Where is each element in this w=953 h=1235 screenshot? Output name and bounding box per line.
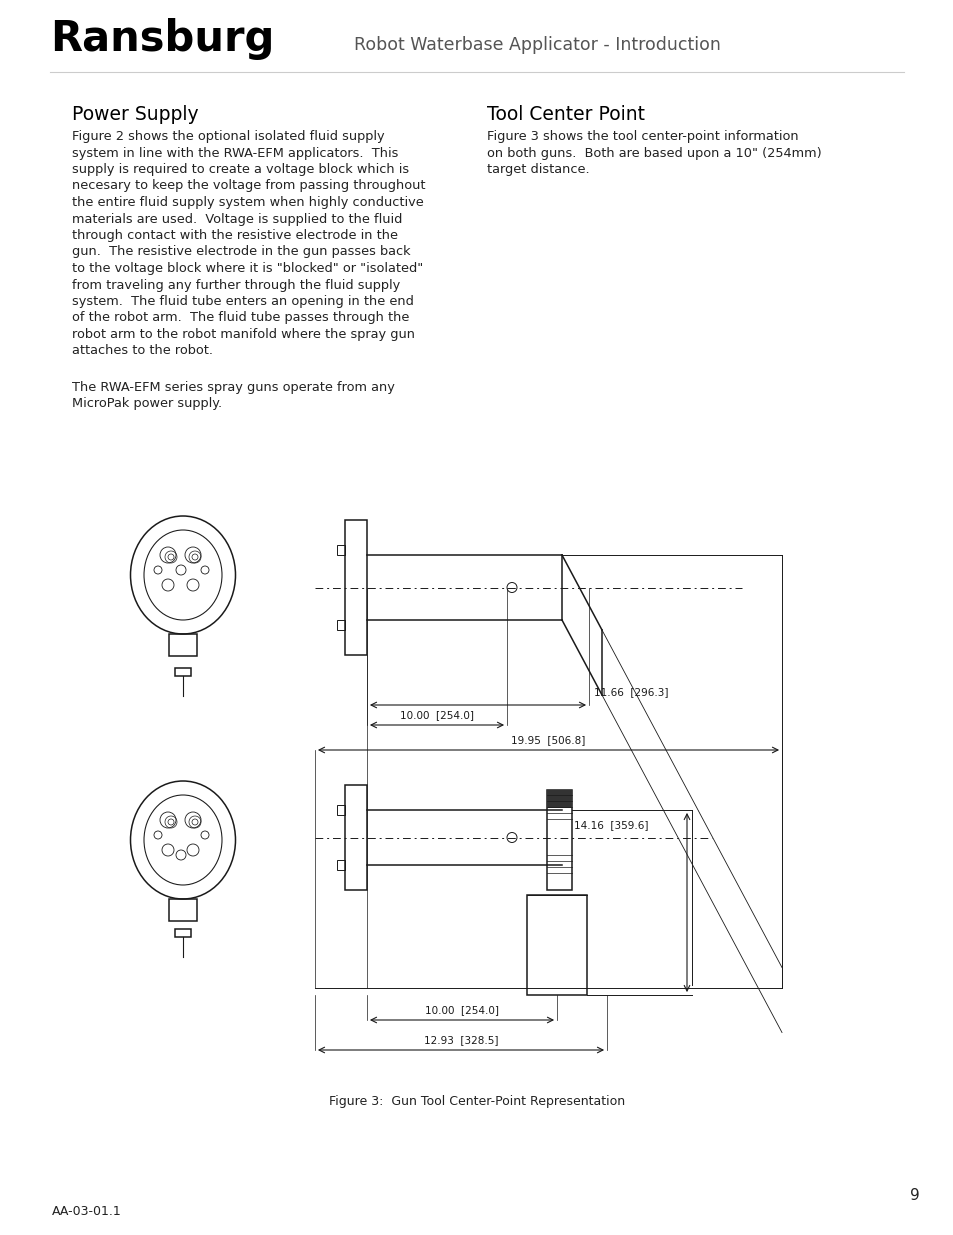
Bar <box>345 520 367 655</box>
Bar <box>336 860 345 869</box>
Text: 19.95  [506.8]: 19.95 [506.8] <box>511 735 585 745</box>
Text: Tool Center Point: Tool Center Point <box>486 105 644 124</box>
Text: Figure 3 shows the tool center-point information: Figure 3 shows the tool center-point inf… <box>486 130 798 143</box>
Text: 9: 9 <box>909 1188 919 1203</box>
Bar <box>546 790 572 808</box>
Text: Ransburg: Ransburg <box>50 19 274 61</box>
Text: the entire fluid supply system when highly conductive: the entire fluid supply system when high… <box>71 196 423 209</box>
Text: AA-03-01.1: AA-03-01.1 <box>52 1205 122 1218</box>
Bar <box>336 620 345 630</box>
Bar <box>336 805 345 815</box>
Text: necesary to keep the voltage from passing throughout: necesary to keep the voltage from passin… <box>71 179 425 193</box>
Text: supply is required to create a voltage block which is: supply is required to create a voltage b… <box>71 163 409 177</box>
Text: Power Supply: Power Supply <box>71 105 198 124</box>
Text: to the voltage block where it is "blocked" or "isolated": to the voltage block where it is "blocke… <box>71 262 423 275</box>
Bar <box>174 668 191 676</box>
Text: robot arm to the robot manifold where the spray gun: robot arm to the robot manifold where th… <box>71 329 415 341</box>
Bar <box>174 929 191 937</box>
Text: materials are used.  Voltage is supplied to the fluid: materials are used. Voltage is supplied … <box>71 212 402 226</box>
Text: Figure 3:  Gun Tool Center-Point Representation: Figure 3: Gun Tool Center-Point Represen… <box>329 1095 624 1108</box>
Text: system.  The fluid tube enters an opening in the end: system. The fluid tube enters an opening… <box>71 295 414 308</box>
Text: on both guns.  Both are based upon a 10" (254mm): on both guns. Both are based upon a 10" … <box>486 147 821 159</box>
Text: MicroPak power supply.: MicroPak power supply. <box>71 398 222 410</box>
Text: gun.  The resistive electrode in the gun passes back: gun. The resistive electrode in the gun … <box>71 246 410 258</box>
Text: of the robot arm.  The fluid tube passes through the: of the robot arm. The fluid tube passes … <box>71 311 409 325</box>
Text: The RWA-EFM series spray guns operate from any: The RWA-EFM series spray guns operate fr… <box>71 382 395 394</box>
Text: from traveling any further through the fluid supply: from traveling any further through the f… <box>71 279 400 291</box>
Text: Robot Waterbase Applicator - Introduction: Robot Waterbase Applicator - Introductio… <box>354 36 720 54</box>
Text: system in line with the RWA-EFM applicators.  This: system in line with the RWA-EFM applicat… <box>71 147 398 159</box>
Bar <box>336 545 345 555</box>
Text: 12.93  [328.5]: 12.93 [328.5] <box>423 1035 497 1045</box>
Text: attaches to the robot.: attaches to the robot. <box>71 345 213 357</box>
Bar <box>345 785 367 890</box>
Bar <box>526 895 586 995</box>
Text: 10.00  [254.0]: 10.00 [254.0] <box>424 1005 498 1015</box>
Text: Figure 2 shows the optional isolated fluid supply: Figure 2 shows the optional isolated flu… <box>71 130 384 143</box>
Bar <box>546 790 572 890</box>
Bar <box>169 634 196 656</box>
Text: 14.16  [359.6]: 14.16 [359.6] <box>574 820 648 830</box>
Text: target distance.: target distance. <box>486 163 589 177</box>
Text: 11.66  [296.3]: 11.66 [296.3] <box>594 687 668 697</box>
Text: 10.00  [254.0]: 10.00 [254.0] <box>399 710 474 720</box>
Bar <box>169 899 196 921</box>
Text: through contact with the resistive electrode in the: through contact with the resistive elect… <box>71 228 397 242</box>
